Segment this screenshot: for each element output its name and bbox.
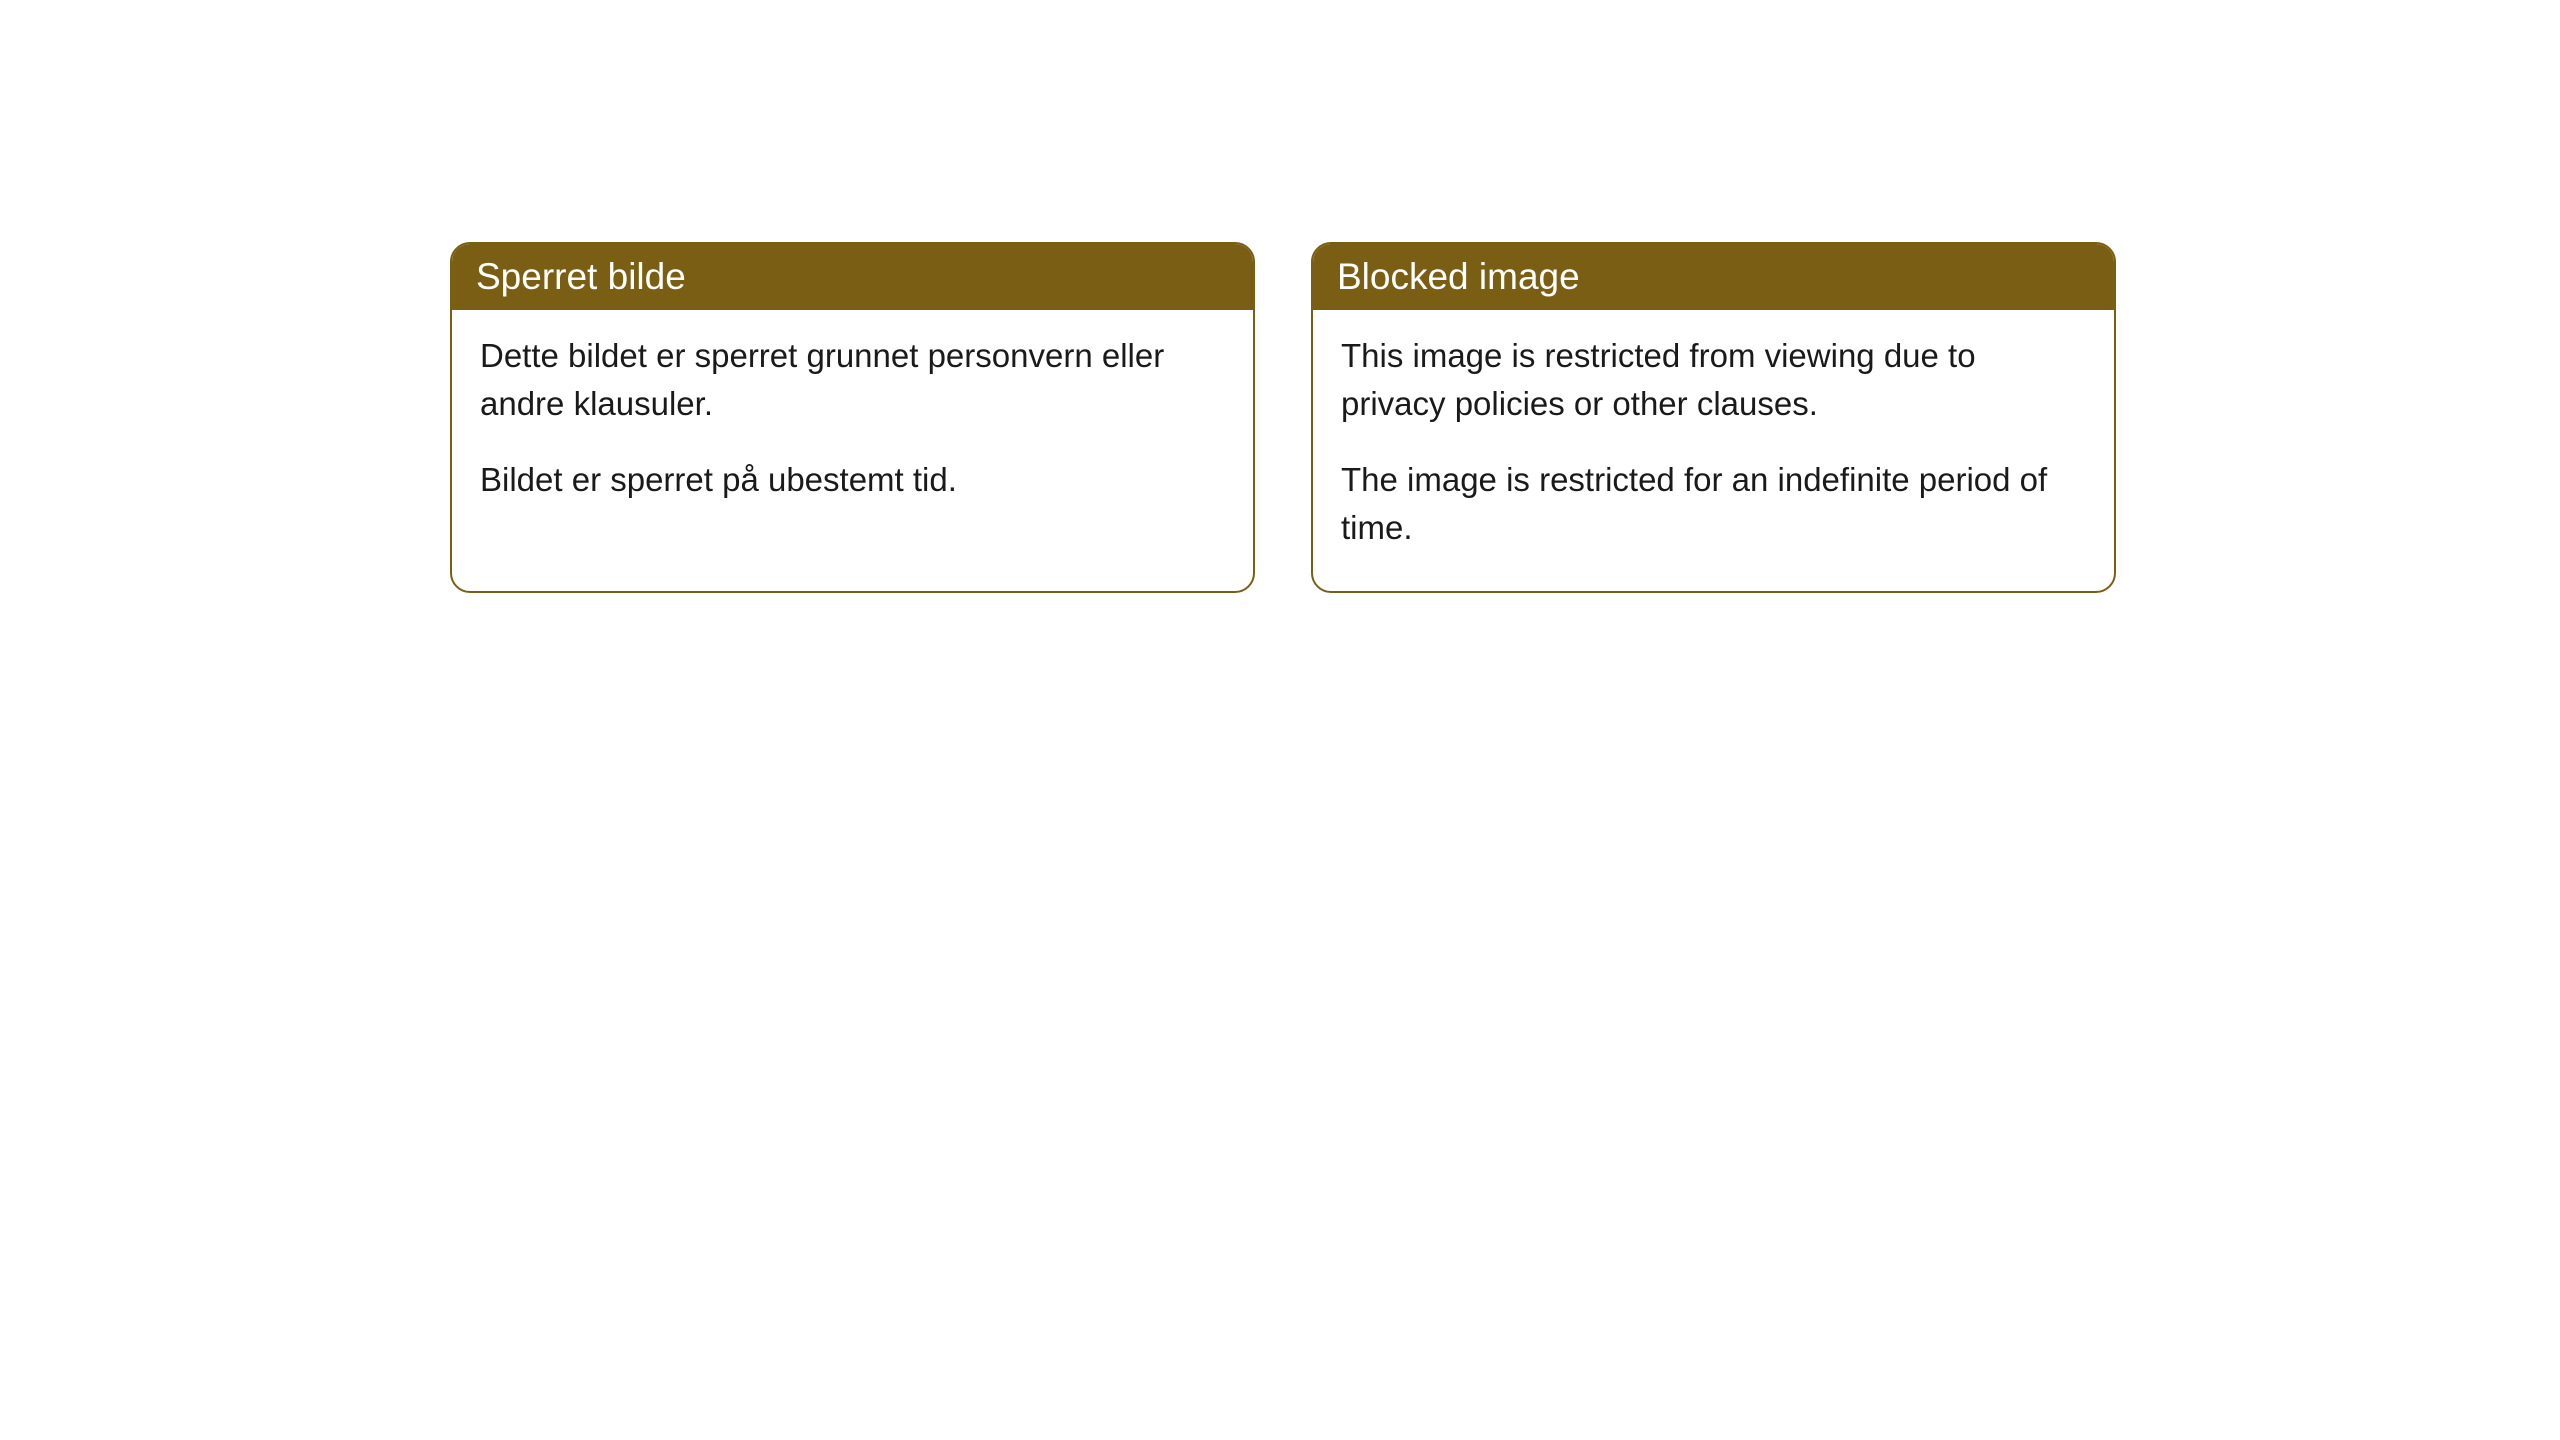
card-title: Sperret bilde xyxy=(476,256,686,297)
card-header: Sperret bilde xyxy=(452,244,1253,310)
card-header: Blocked image xyxy=(1313,244,2114,310)
card-paragraph: This image is restricted from viewing du… xyxy=(1341,332,2086,428)
card-body: Dette bildet er sperret grunnet personve… xyxy=(452,310,1253,544)
card-paragraph: Dette bildet er sperret grunnet personve… xyxy=(480,332,1225,428)
blocked-image-card-english: Blocked image This image is restricted f… xyxy=(1311,242,2116,593)
card-paragraph: The image is restricted for an indefinit… xyxy=(1341,456,2086,552)
card-body: This image is restricted from viewing du… xyxy=(1313,310,2114,591)
notice-cards-container: Sperret bilde Dette bildet er sperret gr… xyxy=(450,242,2116,593)
blocked-image-card-norwegian: Sperret bilde Dette bildet er sperret gr… xyxy=(450,242,1255,593)
card-title: Blocked image xyxy=(1337,256,1580,297)
card-paragraph: Bildet er sperret på ubestemt tid. xyxy=(480,456,1225,504)
